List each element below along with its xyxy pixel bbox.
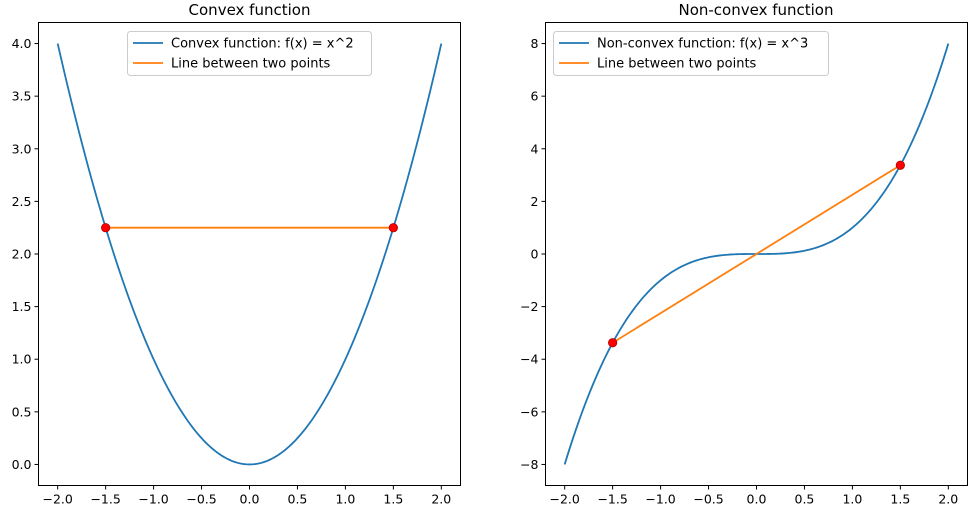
x-tick-label: −2.0 (550, 492, 580, 507)
y-tick-label: 4.0 (12, 36, 32, 51)
x-tick-label: 0.0 (240, 492, 260, 507)
data-point (895, 160, 905, 170)
y-tick-label: 6 (531, 89, 539, 104)
x-tick-label: −2.0 (43, 492, 73, 507)
y-tick-label: 3.5 (12, 89, 32, 104)
x-tick-label: −1.5 (597, 492, 627, 507)
x-tick-label: −1.5 (90, 492, 120, 507)
chart-title: Non-convex function (678, 1, 833, 19)
chart-nonconvex: Non-convex function −2.0 −1.5 −1.0 −0.5 0.0 0… (520, 1, 968, 507)
x-tick-label: 0.5 (795, 492, 815, 507)
x-tick-label: 1.5 (890, 492, 910, 507)
y-tick-label: −2 (520, 299, 538, 314)
x-tick-label: −0.5 (186, 492, 216, 507)
x-tick-label: −0.5 (693, 492, 723, 507)
x-tick-label: 0.0 (747, 492, 767, 507)
x-tick-label: 0.5 (288, 492, 308, 507)
chart-convex: Convex function −2.0 −1.5 −1.0 −0.5 0.0 0.5 1.… (12, 1, 461, 507)
legend-box (127, 31, 372, 76)
y-tick-label: 1.0 (12, 352, 32, 367)
legend-label-chord: Line between two points (597, 57, 757, 72)
y-tick-label: 8 (531, 36, 539, 51)
plot-area: −2.0 −1.5 −1.0 −0.5 0.0 0.5 1.0 1.5 2.0 −8 −6 −4 −2 0… (520, 36, 958, 506)
y-tick-label: 0.5 (12, 404, 32, 419)
x-tick-label: 1.5 (383, 492, 403, 507)
data-point (388, 223, 398, 233)
y-tick-label: 4 (531, 141, 539, 156)
x-tick-label: 1.0 (335, 492, 355, 507)
chord-line (612, 164, 901, 344)
y-tick-label: 0 (531, 247, 539, 262)
chart-title: Convex function (189, 1, 311, 19)
legend-box (553, 31, 829, 76)
x-tick-label: 2.0 (431, 492, 451, 507)
x-tick-label: 1.0 (842, 492, 862, 507)
y-tick-label: 3.0 (12, 141, 32, 156)
axes-frame (38, 22, 461, 486)
function-curve (56, 43, 443, 466)
y-tick-label: 2.5 (12, 194, 32, 209)
y-tick-label: −4 (520, 352, 538, 367)
axes-frame (545, 22, 968, 486)
x-tick-label: −1.0 (645, 492, 675, 507)
legend-label-convex: Convex function: f(x) = x^2 (171, 37, 354, 52)
legend: Non-convex function: f(x) = x^3 Line bet… (553, 31, 829, 76)
plot-area: −2.0 −1.5 −1.0 −0.5 0.0 0.5 1.0 1.5 2.0 0.0 0.5 1.0… (12, 36, 452, 506)
y-tick-label: −6 (520, 404, 538, 419)
legend: Convex function: f(x) = x^2 Line between… (127, 31, 372, 76)
y-tick-label: −8 (520, 457, 538, 472)
data-point (101, 223, 111, 233)
legend-label-chord: Line between two points (171, 57, 331, 72)
x-tick-label: 2.0 (938, 492, 958, 507)
x-tick-label: −1.0 (138, 492, 168, 507)
legend-label-nonconvex: Non-convex function: f(x) = x^3 (597, 37, 808, 52)
y-tick-label: 0.0 (12, 457, 32, 472)
y-tick-label: 1.5 (12, 299, 32, 314)
data-point (608, 338, 618, 348)
y-tick-label: 2.0 (12, 247, 32, 262)
y-tick-label: 2 (531, 194, 539, 209)
